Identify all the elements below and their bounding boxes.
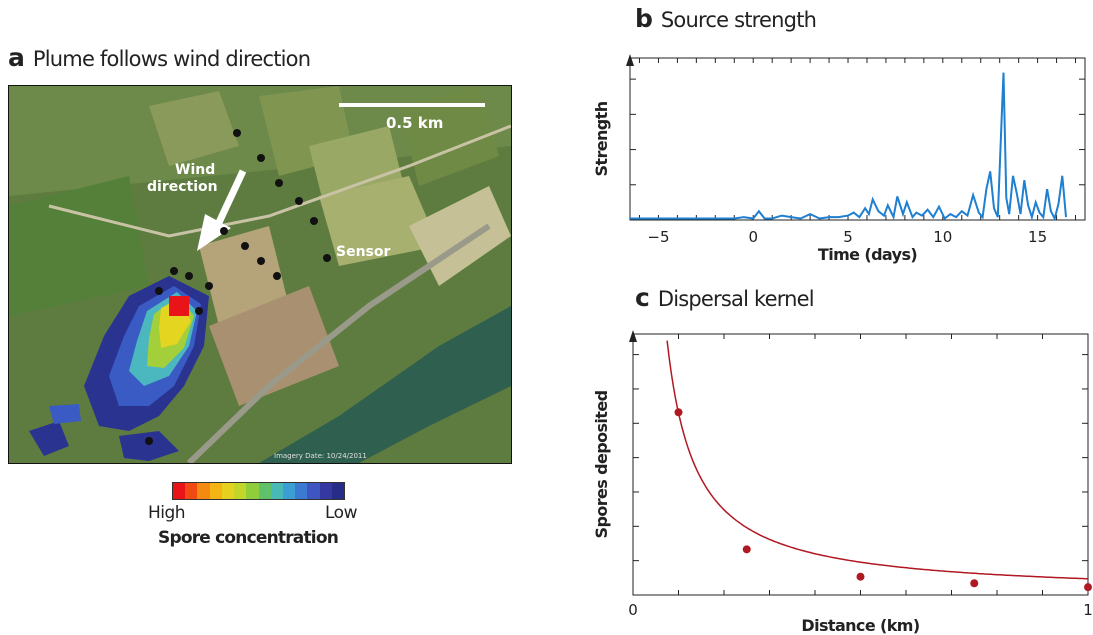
wind-arrowhead [197, 214, 231, 251]
panel-letter: a [8, 43, 25, 72]
x-tick-label: 0 [748, 228, 758, 246]
colorbar-swatch [221, 483, 235, 499]
colorbar-swatch [282, 483, 296, 499]
kernel-point [970, 579, 979, 588]
colorbar-swatch [246, 483, 259, 499]
colorbar-swatch [319, 483, 332, 499]
panel-letter: b [635, 4, 653, 33]
plot-frame [632, 333, 1089, 596]
wind-label-1: Wind [175, 162, 215, 178]
kernel-curve [666, 340, 1088, 580]
colorbar-swatch [258, 483, 271, 499]
panel-title-text: Source strength [660, 8, 817, 32]
colorbar-low-label: Low [325, 503, 357, 523]
y-axis-label: Spores deposited [592, 390, 611, 538]
colorbar-swatch [197, 483, 210, 499]
y-axis-arrow [626, 54, 634, 66]
colorbar-swatch [307, 483, 320, 499]
x-axis-label: Time (days) [818, 245, 917, 264]
colorbar-high-label: High [148, 503, 186, 523]
colorbar-swatch [295, 483, 308, 499]
kernel-point [674, 408, 683, 417]
spore-plume [29, 276, 209, 461]
kernel-point [742, 545, 751, 554]
imagery-credit: Imagery Date: 10/24/2011 [274, 452, 367, 460]
panel-b-title: b Source strength [635, 4, 817, 33]
plot-frame [629, 57, 1086, 221]
kernel-point [856, 572, 865, 581]
wind-label-2: direction [147, 179, 218, 195]
x-tick-label: 15 [1028, 228, 1047, 246]
source-strength-chart: −5 0 5 10 15 Time (days) Strength [592, 54, 1086, 264]
colorbar-gradient [172, 482, 345, 500]
x-tick-label: 5 [843, 228, 853, 246]
panel-title-text: Dispersal kernel [657, 287, 815, 311]
x-tick-label: 1 [1083, 601, 1093, 619]
scale-label: 0.5 km [386, 114, 443, 132]
panel-a-title: a Plume follows wind direction [8, 43, 311, 72]
kernel-point [1084, 583, 1092, 592]
colorbar-title: Spore concentration [158, 528, 339, 548]
panel-c-title: c Dispersal kernel [635, 283, 815, 312]
x-tick-label: −5 [647, 228, 669, 246]
colorbar-swatch [185, 483, 198, 499]
dispersal-kernel-chart: 0 1 Distance (km) Spores deposited [592, 330, 1093, 635]
y-axis-label: Strength [592, 101, 611, 176]
x-tick-label: 0 [628, 601, 638, 619]
x-tick-label: 10 [933, 228, 952, 246]
panel-title-text: Plume follows wind direction [32, 47, 311, 71]
colorbar-swatch [209, 483, 222, 499]
colorbar-swatch [234, 483, 247, 499]
sensor-label: Sensor [336, 244, 390, 260]
colorbar-swatch [173, 483, 186, 499]
wind-arrow [211, 169, 247, 233]
colorbar-swatch [331, 483, 345, 499]
x-axis-label: Distance (km) [801, 616, 919, 635]
y-axis-arrow [629, 330, 637, 342]
sensor-dots [145, 129, 331, 445]
satellite-map[interactable]: 0.5 km Wind direction Sensor [8, 85, 512, 464]
panel-letter: c [635, 283, 650, 312]
colorbar-swatch [270, 483, 283, 499]
map-canvas: 0.5 km Wind direction Sensor [9, 86, 511, 463]
strength-line [630, 72, 1067, 222]
